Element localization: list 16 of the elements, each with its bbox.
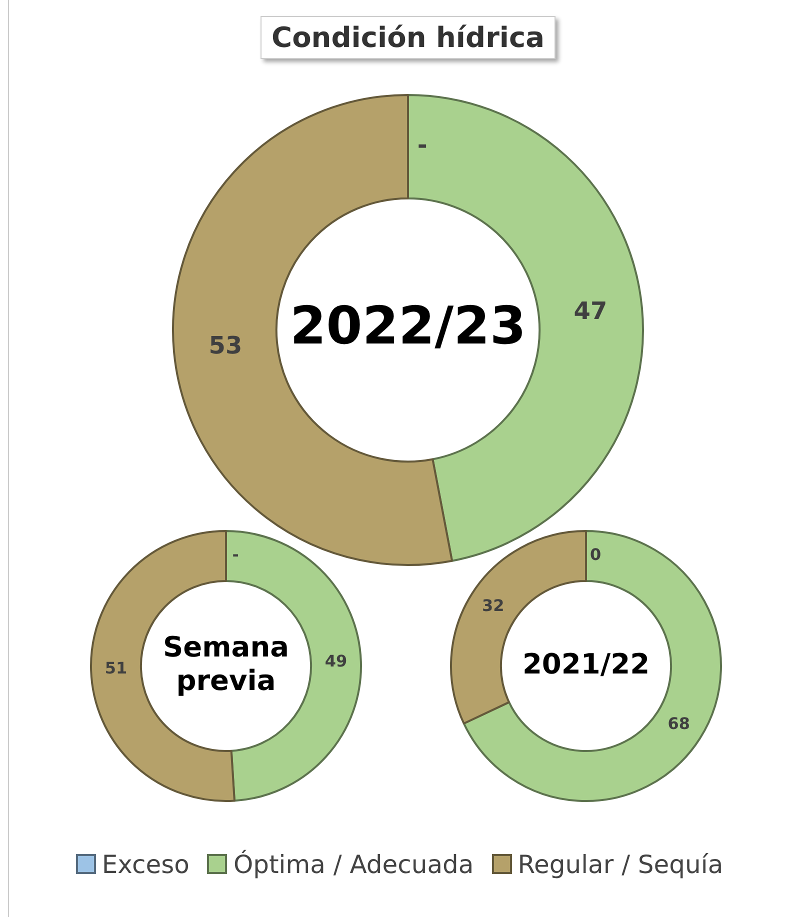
legend-label: Exceso xyxy=(100,850,190,879)
text: 0 xyxy=(590,545,602,564)
text: - xyxy=(417,130,428,159)
text: - xyxy=(232,545,239,564)
data-label: 68 xyxy=(668,714,690,734)
text: 2022/23 xyxy=(290,296,526,357)
legend-label: Regular / Sequía xyxy=(516,850,724,879)
legend-label: Óptima / Adecuada xyxy=(232,850,474,879)
chart-title: Condición hídrica xyxy=(260,16,556,59)
data-label: 51 xyxy=(104,658,128,678)
data-label: 49 xyxy=(324,652,348,671)
text: Semana previa xyxy=(162,630,290,698)
text: 2021/22 xyxy=(522,647,650,680)
data-label: 47 xyxy=(574,296,608,325)
data-label: 53 xyxy=(208,331,242,360)
data-label: 32 xyxy=(482,596,504,616)
